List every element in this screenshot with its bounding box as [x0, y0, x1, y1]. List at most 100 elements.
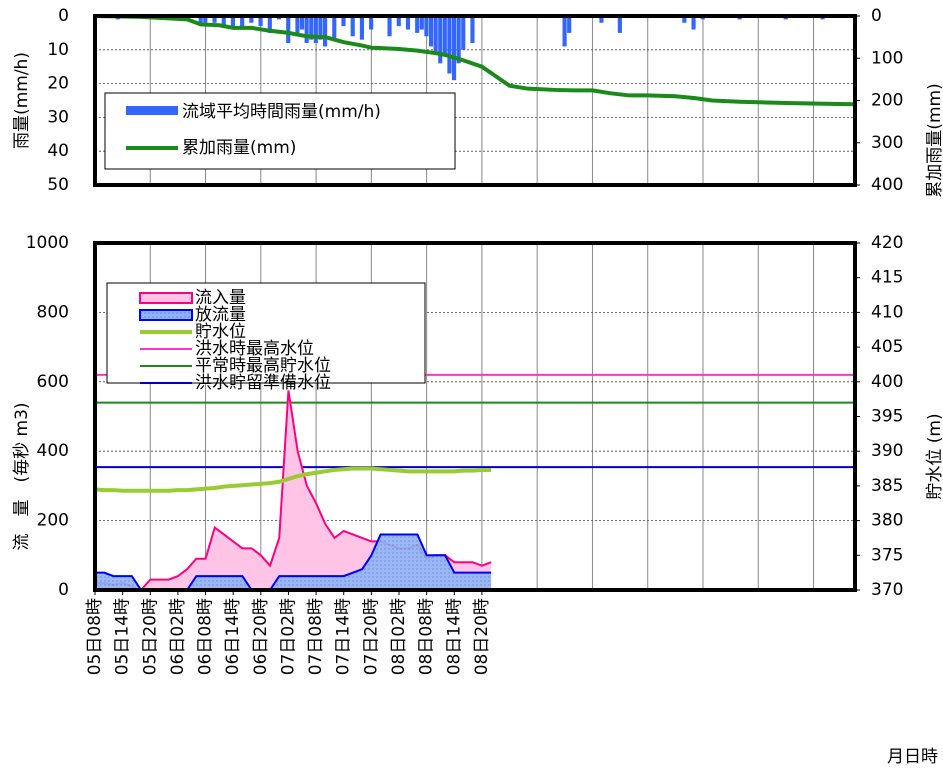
rain-bar: [304, 16, 309, 44]
rain-bar: [396, 16, 401, 27]
y-tick-label: 0: [58, 6, 69, 26]
y-tick-label: 40: [47, 141, 69, 161]
rain-bar: [387, 16, 392, 37]
y2-tick-label: 415: [871, 268, 903, 288]
rain-bar: [267, 16, 272, 33]
rain-bar: [318, 16, 323, 40]
y2-axis-label: 累加雨量(mm): [925, 83, 943, 197]
legend-label: 流域平均時間雨量(mm/h): [182, 102, 381, 122]
rain-bar: [332, 16, 337, 40]
rain-bar: [341, 16, 346, 27]
legend-label: 累加雨量(mm): [182, 138, 296, 158]
rain-bar: [470, 16, 475, 44]
rain-bar: [567, 16, 572, 33]
rain-bar: [299, 16, 305, 30]
y-tick-label: 1000: [26, 233, 69, 253]
y-tick-label: 10: [47, 40, 69, 60]
y-tick-label: 0: [58, 580, 69, 600]
rain-bar: [682, 16, 687, 23]
x-tick-label: 05日08時: [85, 598, 105, 675]
y2-tick-label: 0: [871, 6, 882, 26]
legend-label: 貯水位: [195, 322, 246, 342]
rain-bar: [456, 16, 461, 64]
legend-label: 洪水時最高水位: [195, 339, 314, 359]
rain-bar: [691, 16, 696, 30]
x-tick-label: 08日02時: [389, 598, 409, 675]
flow-area: [95, 390, 492, 590]
rain-bar: [438, 16, 443, 64]
legend-box: [104, 92, 456, 170]
rain-bar: [461, 16, 466, 50]
y2-tick-label: 390: [871, 441, 903, 461]
rain-bar: [562, 16, 567, 47]
legend-label: 放流量: [195, 305, 246, 325]
rain-bar: [203, 16, 208, 23]
rain-bar: [405, 16, 411, 30]
x-tick-label: 06日14時: [223, 598, 243, 675]
y2-tick-label: 410: [871, 302, 903, 322]
y-tick-label: 20: [47, 74, 69, 94]
rain-bar: [442, 16, 447, 57]
x-tick-label: 08日08時: [417, 598, 437, 675]
legend-label: 平常時最高貯水位: [195, 356, 331, 376]
x-tick-label: 06日08時: [196, 598, 216, 675]
rain-bar: [258, 16, 263, 27]
rain-bar: [599, 16, 604, 23]
rain-bar: [451, 16, 457, 81]
legend-swatch: [139, 292, 193, 304]
x-axis-label: 月日時: [887, 747, 938, 767]
rain-bar: [617, 16, 622, 33]
legend-label: 流入量: [195, 288, 246, 308]
y2-tick-label: 385: [871, 476, 903, 496]
y2-tick-label: 395: [871, 407, 903, 427]
x-tick-label: 07日02時: [278, 598, 298, 675]
rain-bar: [309, 16, 314, 40]
rain-bar: [230, 16, 236, 30]
x-tick-label: 06日20時: [251, 598, 271, 675]
rain-bar: [286, 16, 291, 44]
rain-bar: [424, 16, 429, 37]
rain-bar: [249, 16, 254, 23]
rain-bar: [428, 16, 434, 47]
flow-area: [95, 534, 492, 590]
legend-label: 洪水貯留準備水位: [195, 373, 331, 393]
y-tick-label: 30: [47, 107, 69, 127]
y2-tick-label: 400: [871, 372, 903, 392]
y2-tick-label: 405: [871, 337, 903, 357]
rain-bar: [369, 16, 374, 30]
y2-axis-label: 貯水位 (m): [925, 413, 943, 499]
y2-tick-label: 375: [871, 545, 903, 565]
y-axis-label: 流 量 (毎秒 m3): [12, 402, 32, 550]
cumulative-line: [94, 14, 856, 107]
plot-frame: [93, 241, 857, 592]
legend-swatch: [126, 106, 178, 115]
x-tick-label: 05日14時: [113, 598, 133, 675]
rain-bar: [359, 16, 364, 40]
rain-bar: [198, 16, 203, 27]
x-tick-label: 07日08時: [306, 598, 326, 675]
y-tick-label: 600: [37, 372, 69, 392]
y-tick-label: 50: [47, 175, 69, 195]
x-tick-label: 06日02時: [168, 598, 188, 675]
y2-tick-label: 370: [871, 580, 903, 600]
x-tick-label: 07日20時: [361, 598, 381, 675]
rain-bar: [313, 16, 318, 44]
x-tick-label: 08日20時: [472, 598, 492, 675]
x-tick-label: 05日20時: [140, 598, 160, 675]
y-tick-label: 200: [37, 511, 69, 531]
rain-bar: [295, 16, 300, 33]
y2-tick-label: 400: [871, 175, 903, 195]
rain-bar: [419, 16, 424, 30]
y-axis-label: 雨量(mm/h): [12, 52, 32, 149]
rain-bar: [350, 16, 355, 37]
y-tick-label: 800: [37, 302, 69, 322]
rain-bar: [415, 16, 420, 33]
rain-bar: [323, 16, 328, 47]
rain-bar: [447, 16, 452, 74]
rain-bar: [221, 16, 226, 27]
y2-tick-label: 420: [871, 233, 903, 253]
legend-swatch: [139, 309, 193, 321]
y2-tick-label: 300: [871, 133, 903, 153]
